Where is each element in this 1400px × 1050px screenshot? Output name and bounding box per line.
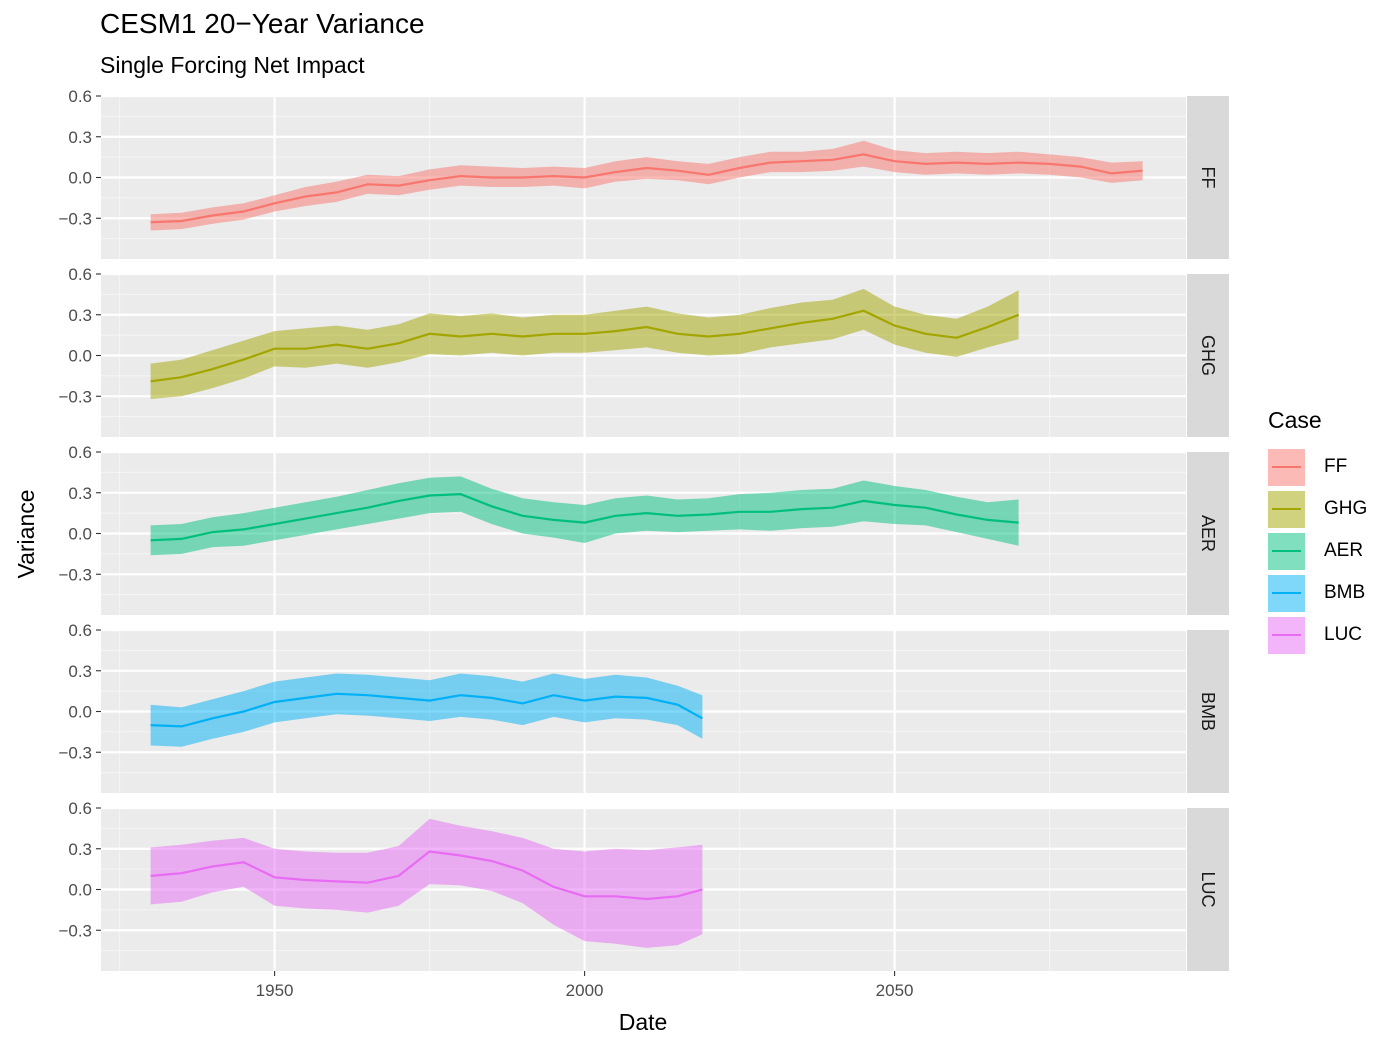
facet-panel-luc: 0.6 0.3 0.0 −0.3 LUC (58, 799, 1229, 971)
legend-key-line (1272, 465, 1301, 468)
y-tick-label: 0.6 (68, 799, 92, 818)
legend-key (1268, 490, 1305, 528)
y-tick-label: 0.6 (68, 87, 92, 106)
chart-title: CESM1 20−Year Variance (100, 8, 425, 39)
y-tick-label: 0.3 (68, 306, 92, 325)
facet-strip-label: AER (1198, 515, 1218, 552)
legend-label: AER (1324, 540, 1364, 561)
legend-key (1268, 574, 1305, 612)
line-luc (150, 850, 703, 901)
legend-key (1268, 448, 1305, 486)
legend-items: FF GHG AER BMB LUC (1268, 446, 1367, 656)
ribbon-ghg (150, 288, 1019, 399)
facet-strip (1187, 452, 1229, 615)
ribbon-luc (150, 818, 703, 948)
facet-strip-label: LUC (1198, 871, 1218, 907)
y-tick-label: 0.0 (68, 703, 92, 722)
y-tick-label: −0.3 (58, 921, 92, 940)
y-tick-label: −0.3 (58, 743, 92, 762)
legend-label: FF (1324, 456, 1348, 477)
legend-item-ff: FF (1268, 446, 1367, 488)
line-aer (150, 492, 1019, 542)
facet-strip-label: FF (1198, 167, 1218, 189)
x-axis-title: Date (619, 1009, 668, 1035)
line-bmb (150, 692, 703, 728)
x-tick-label: 1950 (256, 981, 294, 1000)
facet-strip-label: BMB (1198, 692, 1218, 731)
ribbon-bmb (150, 673, 703, 747)
y-tick-label: 0.0 (68, 525, 92, 544)
legend-item-luc: LUC (1268, 614, 1367, 656)
y-tick-label: 0.6 (68, 443, 92, 462)
legend: Case FF GHG AER BMB LUC (1268, 407, 1367, 656)
facet-panel-ff: 0.6 0.3 0.0 −0.3 FF (58, 87, 1229, 259)
legend-key-line (1272, 549, 1301, 552)
facet-strip (1187, 808, 1229, 971)
legend-key-line (1272, 507, 1301, 510)
legend-label: GHG (1324, 498, 1368, 519)
legend-label: LUC (1324, 624, 1363, 645)
legend-item-ghg: GHG (1268, 488, 1367, 530)
facet-panel-ghg: 0.6 0.3 0.0 −0.3 GHG (58, 265, 1229, 437)
y-tick-label: −0.3 (58, 387, 92, 406)
legend-item-bmb: BMB (1268, 572, 1367, 614)
y-tick-label: −0.3 (58, 209, 92, 228)
legend-key (1268, 532, 1305, 570)
y-tick-label: 0.3 (68, 128, 92, 147)
line-ghg (150, 309, 1020, 383)
legend-title: Case (1268, 407, 1322, 433)
y-tick-label: 0.3 (68, 662, 92, 681)
y-tick-label: 0.0 (68, 881, 92, 900)
y-tick-label: 0.0 (68, 169, 92, 188)
legend-label: BMB (1324, 582, 1366, 603)
legend-key (1268, 616, 1305, 654)
chart-subtitle: Single Forcing Net Impact (100, 52, 365, 78)
legend-key-line (1272, 591, 1301, 594)
legend-item-aer: AER (1268, 530, 1367, 572)
y-tick-label: 0.3 (68, 840, 92, 859)
facet-panel-bmb: 0.6 0.3 0.0 −0.3 BMB (58, 621, 1229, 793)
y-tick-label: 0.6 (68, 621, 92, 640)
facet-strip (1187, 630, 1229, 793)
y-tick-label: 0.6 (68, 265, 92, 284)
y-tick-label: 0.3 (68, 484, 92, 503)
x-tick-label: 2000 (566, 981, 604, 1000)
line-ff (150, 153, 1143, 224)
facet-strip (1187, 96, 1229, 259)
y-tick-label: 0.0 (68, 347, 92, 366)
facet-panel-aer: 0.6 0.3 0.0 −0.3 AER (58, 443, 1229, 615)
y-tick-label: −0.3 (58, 565, 92, 584)
y-axis-title: Variance (13, 489, 39, 578)
ribbon-aer (150, 476, 1019, 556)
facet-strip (1187, 274, 1229, 437)
x-tick-label: 2050 (876, 981, 914, 1000)
ribbon-ff (150, 140, 1143, 231)
legend-key-line (1272, 633, 1301, 636)
facet-strip-label: GHG (1198, 335, 1218, 376)
